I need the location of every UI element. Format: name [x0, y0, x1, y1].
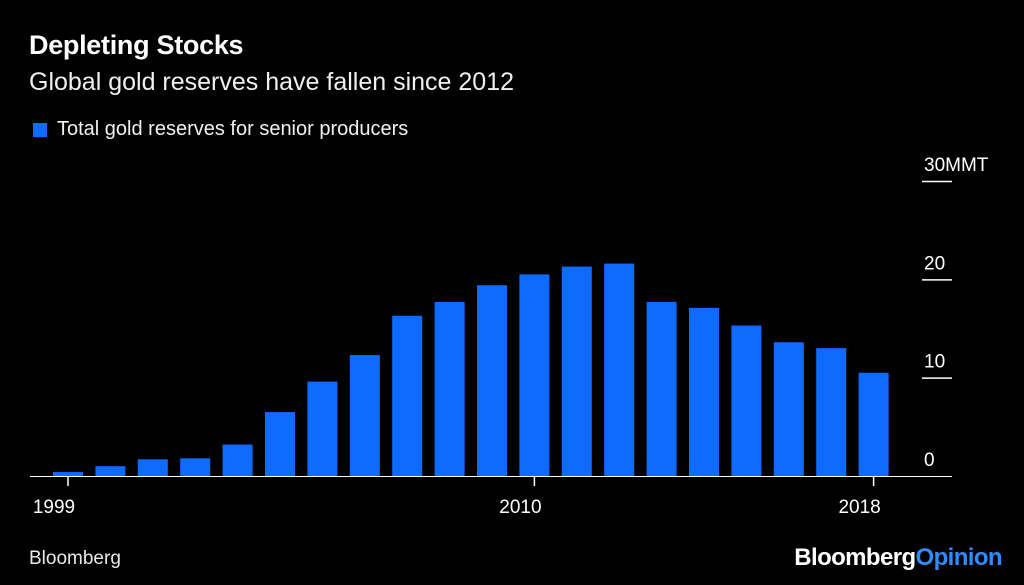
x-tick-label-2018: 2018	[838, 497, 880, 518]
bar-2015	[731, 325, 762, 476]
legend-swatch	[33, 122, 47, 137]
bar-2001	[137, 459, 168, 476]
bar-2009	[477, 285, 507, 476]
y-tick-label-0: 0	[924, 450, 935, 471]
bar-2010	[519, 274, 550, 476]
bar-2004	[265, 412, 295, 476]
bar-2016	[773, 342, 804, 476]
x-tick-label-1999: 1999	[33, 497, 75, 518]
y-tick-label-30: 30MMT	[924, 155, 989, 176]
bar-2000	[95, 466, 126, 476]
bar-2003	[222, 444, 253, 476]
chart-title: Depleting Stocks	[29, 30, 244, 60]
bar-2006	[349, 355, 380, 476]
brand-logo-part1: Bloomberg	[794, 544, 916, 571]
chart-subtitle: Global gold reserves have fallen since 2…	[29, 68, 515, 96]
bar-2011	[561, 266, 592, 476]
brand-logo: BloombergOpinion	[794, 544, 1002, 572]
bar-2005	[307, 381, 338, 476]
legend: Total gold reserves for senior producers	[33, 118, 408, 141]
bar-2014	[689, 307, 719, 476]
bar-2013	[646, 301, 677, 476]
bar-2012	[604, 263, 635, 476]
legend-label: Total gold reserves for senior producers	[57, 118, 409, 140]
bar-2018	[858, 372, 889, 476]
bar-2007	[392, 315, 423, 476]
source-label: Bloomberg	[29, 548, 121, 569]
bar-2002	[180, 458, 211, 476]
bar-2017	[816, 348, 847, 476]
x-tick-label-2010: 2010	[499, 497, 541, 518]
bar-1999	[53, 472, 83, 476]
y-tick-label-10: 10	[924, 352, 945, 373]
y-tick-label-20: 20	[924, 253, 945, 274]
bar-2008	[434, 301, 465, 476]
brand-logo-part2: Opinion	[915, 544, 1003, 571]
